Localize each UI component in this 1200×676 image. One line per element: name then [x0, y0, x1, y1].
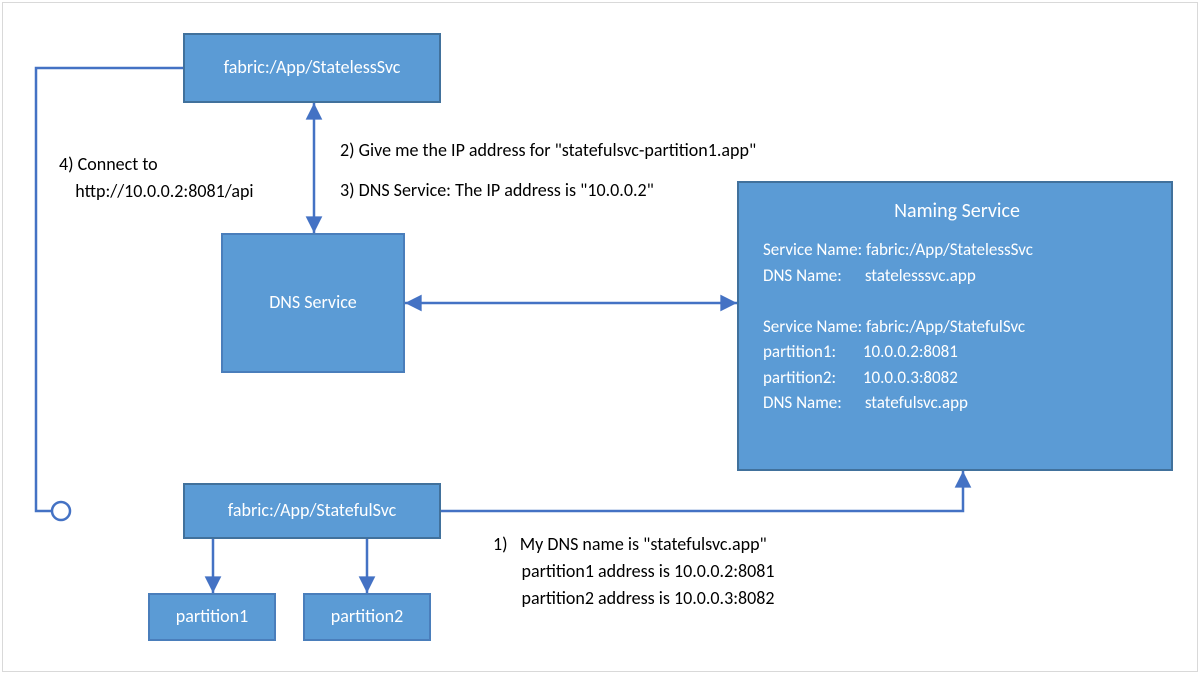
naming-service-body: Service Name: fabric:/App/StatelessSvc D… — [763, 237, 1151, 416]
step2-label: 2) Give me the IP address for "statefuls… — [340, 137, 756, 164]
partition1-box: partition1 — [148, 593, 276, 641]
stateful-svc-box: fabric:/App/StatefulSvc — [183, 483, 441, 539]
stateful-svc-label: fabric:/App/StatefulSvc — [228, 500, 397, 522]
step4-label: 4) Connect to http://10.0.0.2:8081/api — [59, 151, 254, 205]
stateless-svc-box: fabric:/App/StatelessSvc — [183, 33, 441, 103]
partition1-label: partition1 — [176, 606, 248, 628]
partition2-label: partition2 — [331, 606, 403, 628]
step3-label: 3) DNS Service: The IP address is "10.0.… — [340, 177, 654, 204]
naming-service-box: Naming Service Service Name: fabric:/App… — [737, 181, 1173, 471]
diagram-canvas: fabric:/App/StatelessSvc DNS Service fab… — [2, 2, 1198, 672]
naming-service-title: Naming Service — [763, 199, 1151, 223]
partition2-box: partition2 — [303, 593, 431, 641]
dns-service-label: DNS Service — [269, 292, 357, 314]
stateless-svc-label: fabric:/App/StatelessSvc — [224, 57, 401, 79]
dns-service-box: DNS Service — [221, 233, 405, 373]
step1-label: 1) My DNS name is "statefulsvc.app" part… — [493, 531, 775, 612]
